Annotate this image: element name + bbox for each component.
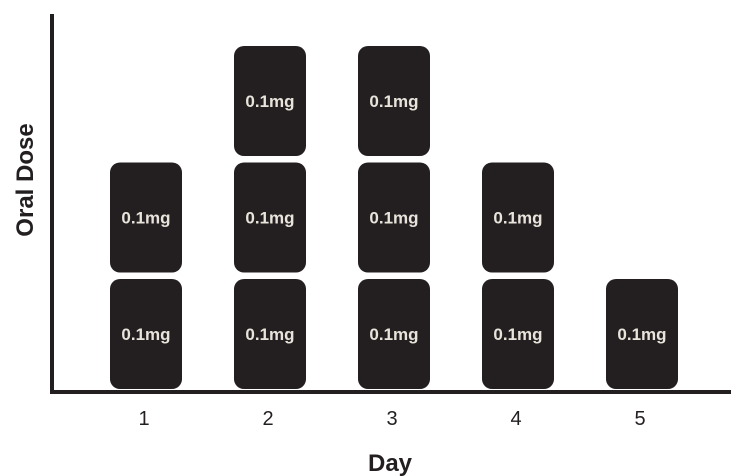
dose-pill-day-2-1	[234, 279, 306, 389]
dose-label-day-5-1: 0.1mg	[617, 325, 666, 344]
x-tick-labels: 1 2 3 4 5	[138, 408, 645, 430]
dose-pill-day-2-3	[234, 46, 306, 156]
dose-pill-day-1-1	[110, 279, 182, 389]
dose-label-day-1-1: 0.1mg	[121, 325, 170, 344]
dose-label-day-3-3: 0.1mg	[369, 92, 418, 111]
dose-pill-day-4-1	[482, 279, 554, 389]
dose-label-day-4-2: 0.1mg	[493, 209, 542, 228]
dose-label-day-3-2: 0.1mg	[369, 209, 418, 228]
dose-pill-day-5-1	[606, 279, 678, 389]
x-tick-label-1: 1	[138, 408, 149, 430]
dose-pill-day-3-2	[358, 162, 430, 273]
dose-pill-day-3-1	[358, 279, 430, 389]
x-tick-label-3: 3	[386, 408, 397, 430]
dose-pill-day-2-2	[234, 162, 306, 273]
dose-pill-day-1-2	[110, 162, 182, 273]
x-tick-label-5: 5	[634, 408, 645, 430]
axes	[50, 14, 731, 394]
pills-layer: 0.1mg 0.1mg 0.1mg 0.1mg 0.1mg 0.1mg 0.1mg 0.1mg…	[110, 46, 678, 389]
x-tick-label-4: 4	[510, 408, 521, 430]
dose-label-day-2-3: 0.1mg	[245, 92, 294, 111]
x-axis-title: Day	[368, 450, 413, 476]
dose-label-day-3-1: 0.1mg	[369, 325, 418, 344]
dose-pill-day-3-3	[358, 46, 430, 156]
dose-label-day-2-2: 0.1mg	[245, 209, 294, 228]
x-tick-label-2: 2	[262, 408, 273, 430]
dose-pill-day-4-2	[482, 162, 554, 273]
dose-label-day-4-1: 0.1mg	[493, 325, 542, 344]
y-axis-title: Oral Dose	[12, 123, 39, 236]
dose-label-day-1-2: 0.1mg	[121, 209, 170, 228]
dose-label-day-2-1: 0.1mg	[245, 325, 294, 344]
